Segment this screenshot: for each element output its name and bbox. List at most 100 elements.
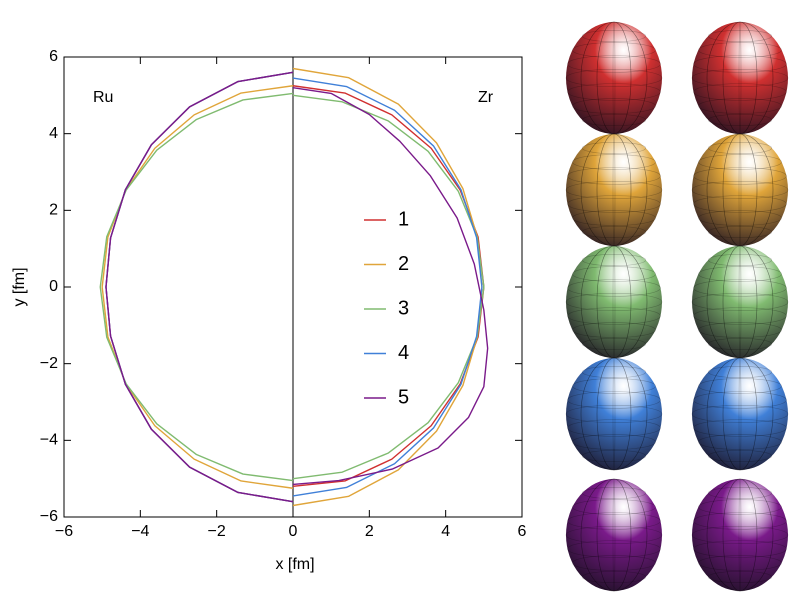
sphere-parallel — [691, 181, 789, 199]
sphere-parallel — [707, 365, 773, 379]
sphere-parallel — [707, 570, 773, 584]
zr-curve — [292, 94, 485, 480]
sphere-parallel — [581, 253, 647, 267]
sphere-parallel — [581, 449, 647, 463]
sphere-meridian — [706, 357, 774, 471]
x-tick-label: 0 — [289, 523, 298, 540]
sphere-parallel — [572, 266, 656, 282]
sphere-meridian — [722, 357, 758, 471]
sphere-parallel — [572, 378, 656, 394]
sphere-parallel — [691, 69, 789, 87]
ru-label: Ru — [93, 89, 113, 106]
sphere-meridian — [706, 357, 774, 471]
sphere-parallel — [691, 293, 789, 311]
sphere-parallel — [567, 83, 661, 101]
sphere-parallel — [572, 499, 656, 515]
nucleus-sphere — [692, 22, 788, 134]
sphere-parallel — [572, 555, 656, 571]
sphere-meridian — [596, 357, 632, 471]
sphere-meridian — [722, 357, 758, 471]
sphere-parallel — [707, 225, 773, 239]
x-tick-label: −2 — [208, 523, 226, 540]
nucleus-sphere — [566, 22, 662, 134]
x-tick-label: 2 — [365, 523, 374, 540]
nucleus-sphere — [566, 479, 662, 591]
sphere-parallel — [698, 210, 782, 226]
sphere-parallel — [693, 55, 787, 73]
legend-label: 2 — [398, 253, 409, 275]
ru-curve — [105, 71, 294, 503]
legend-label: 3 — [398, 297, 409, 319]
sphere-parallel — [581, 570, 647, 584]
sphere-meridian — [738, 478, 742, 592]
sphere-parallel — [707, 253, 773, 267]
sphere-meridian — [596, 357, 632, 471]
sphere-parallel — [565, 181, 663, 199]
ru-curve — [101, 85, 294, 489]
sphere-parallel — [698, 499, 782, 515]
y-axis-label: y [fm] — [11, 267, 28, 306]
sphere-parallel — [698, 266, 782, 282]
sphere-meridian — [580, 478, 648, 592]
sphere-parallel — [567, 279, 661, 297]
sphere-meridian — [612, 357, 616, 471]
sphere-parallel — [572, 98, 656, 114]
sphere-parallel — [572, 322, 656, 338]
sphere-parallel — [707, 449, 773, 463]
zr-curve — [292, 86, 489, 486]
x-tick-label: 6 — [518, 523, 527, 540]
sphere-meridian — [580, 478, 648, 592]
ru-curve — [105, 71, 294, 503]
sphere-parallel — [693, 307, 787, 325]
sphere-parallel — [691, 405, 789, 423]
sphere-meridian — [580, 357, 648, 471]
sphere-meridian — [596, 478, 632, 592]
nucleus-sphere — [566, 134, 662, 246]
nucleus-sphere — [692, 479, 788, 591]
legend-label: 5 — [398, 386, 409, 408]
x-tick-label: 4 — [441, 523, 450, 540]
sphere-parallel — [707, 337, 773, 351]
sphere-parallel — [572, 210, 656, 226]
sphere-parallel — [693, 279, 787, 297]
sphere-parallel — [698, 154, 782, 170]
sphere-parallel — [698, 322, 782, 338]
sphere-parallel — [698, 434, 782, 450]
sphere-meridian — [580, 357, 648, 471]
sphere-parallel — [693, 419, 787, 437]
nucleus-sphere — [566, 358, 662, 470]
sphere-parallel — [707, 486, 773, 500]
sphere-parallel — [707, 113, 773, 127]
nucleus-sphere — [566, 246, 662, 358]
x-tick-label: −6 — [55, 523, 73, 540]
sphere-parallel — [698, 555, 782, 571]
sphere-parallel — [567, 55, 661, 73]
sphere-meridian — [722, 478, 758, 592]
nucleus-sphere — [692, 134, 788, 246]
sphere-parallel — [581, 113, 647, 127]
sphere-parallel — [572, 154, 656, 170]
sphere-parallel — [567, 167, 661, 185]
sphere-parallel — [565, 293, 663, 311]
sphere-parallel — [581, 486, 647, 500]
y-tick-label: −6 — [40, 508, 58, 525]
sphere-parallel — [567, 419, 661, 437]
y-tick-label: −2 — [40, 355, 58, 372]
sphere-parallel — [565, 69, 663, 87]
sphere-parallel — [581, 225, 647, 239]
legend-label: 1 — [398, 208, 409, 230]
y-tick-label: 6 — [49, 48, 58, 65]
zr-curve — [292, 77, 483, 497]
sphere-parallel — [565, 405, 663, 423]
sphere-parallel — [581, 141, 647, 155]
sphere-parallel — [581, 29, 647, 43]
sphere-parallel — [693, 167, 787, 185]
sphere-parallel — [581, 365, 647, 379]
sphere-meridian — [596, 478, 632, 592]
sphere-parallel — [707, 29, 773, 43]
sphere-meridian — [706, 478, 774, 592]
zr-curve — [292, 85, 485, 488]
ru-curve — [99, 92, 294, 482]
zr-label: Zr — [478, 89, 494, 106]
